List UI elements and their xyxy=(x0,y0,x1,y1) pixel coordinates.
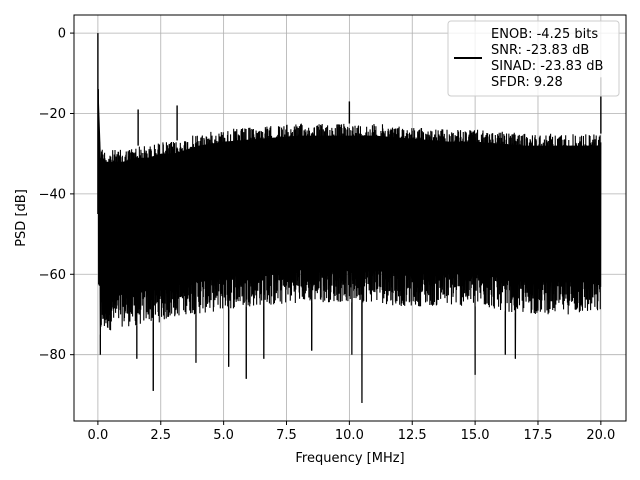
psd-series xyxy=(97,33,602,403)
y-tick-label: 0 xyxy=(58,27,66,42)
y-tick-label: −20 xyxy=(39,107,66,122)
legend: ENOB: -4.25 bits SNR: -23.83 dB SINAD: -… xyxy=(447,20,620,97)
x-tick-label: 17.5 xyxy=(524,428,553,443)
plot-area xyxy=(97,33,602,403)
x-axis-ticks: 0.0 2.5 5.0 7.5 10.0 12.5 15.0 17.5 20.0 xyxy=(88,421,615,443)
x-tick-label: 7.5 xyxy=(276,428,297,443)
legend-box xyxy=(447,20,620,97)
axes-frame xyxy=(73,14,627,422)
x-tick-label: 12.5 xyxy=(398,428,427,443)
x-tick-label: 0.0 xyxy=(88,428,109,443)
legend-line-sinad: SINAD: -23.83 dB xyxy=(491,59,603,74)
x-tick-label: 10.0 xyxy=(335,428,364,443)
x-tick-label: 15.0 xyxy=(461,428,490,443)
y-axis-label: PSD [dB] xyxy=(14,189,29,247)
y-tick-label: −80 xyxy=(39,348,66,363)
x-tick-label: 2.5 xyxy=(150,428,171,443)
legend-line-enob: ENOB: -4.25 bits xyxy=(491,27,598,42)
x-tick-label: 5.0 xyxy=(213,428,234,443)
psd-dense-band xyxy=(98,85,601,303)
legend-line-snr: SNR: -23.83 dB xyxy=(491,43,589,58)
x-tick-label: 20.0 xyxy=(586,428,615,443)
x-axis-label: Frequency [MHz] xyxy=(295,451,404,466)
y-tick-label: −60 xyxy=(39,268,66,283)
y-axis-ticks: 0 −20 −40 −60 −80 xyxy=(39,27,74,363)
legend-line-sfdr: SFDR: 9.28 xyxy=(491,75,563,90)
y-tick-label: −40 xyxy=(39,187,66,202)
